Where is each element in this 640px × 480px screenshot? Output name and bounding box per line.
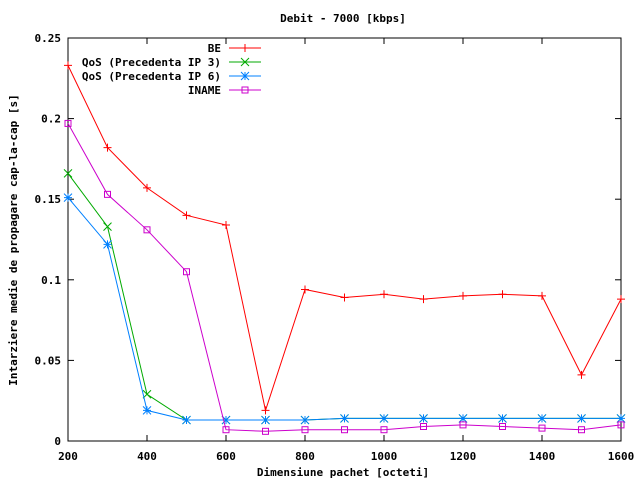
series-iname xyxy=(64,119,625,435)
data-point xyxy=(222,426,230,434)
data-point xyxy=(64,119,72,127)
y-tick-label: 0.25 xyxy=(35,32,62,45)
data-point xyxy=(459,421,467,429)
legend-label: QoS (Precedenta IP 6) xyxy=(82,70,221,83)
data-point xyxy=(578,426,585,434)
legend-label: QoS (Precedenta IP 3) xyxy=(82,56,221,69)
data-point xyxy=(261,406,270,415)
data-point xyxy=(63,169,73,178)
data-point xyxy=(63,193,73,202)
y-axis-label: Intarziere medie de propagare cap-la-cap… xyxy=(7,94,20,385)
data-point xyxy=(538,291,546,300)
data-point xyxy=(300,415,310,425)
data-point xyxy=(617,295,625,304)
data-point xyxy=(616,414,626,423)
data-point xyxy=(103,143,112,152)
data-point xyxy=(104,190,111,198)
data-point xyxy=(538,424,546,432)
data-point xyxy=(379,414,389,423)
x-tick-label: 1600 xyxy=(608,450,635,463)
data-point xyxy=(241,86,249,94)
data-point xyxy=(420,422,427,430)
data-point xyxy=(64,61,72,70)
data-point xyxy=(419,295,428,304)
x-tick-label: 1000 xyxy=(371,450,398,463)
y-tick-label: 0.2 xyxy=(41,113,61,126)
x-tick-label: 400 xyxy=(137,450,157,463)
series-layer xyxy=(63,61,626,435)
x-tick-label: 200 xyxy=(58,450,78,463)
data-point xyxy=(301,285,309,294)
y-tick-label: 0.05 xyxy=(35,354,62,367)
data-point xyxy=(182,211,191,220)
data-point xyxy=(458,414,468,423)
y-tick-label: 0.15 xyxy=(35,193,62,206)
series-be xyxy=(64,61,625,415)
data-point xyxy=(240,57,250,67)
data-point xyxy=(222,220,230,229)
data-point xyxy=(617,421,625,429)
data-point xyxy=(380,290,388,299)
x-tick-label: 600 xyxy=(216,450,236,463)
series-line xyxy=(67,65,622,413)
legend-label: BE xyxy=(208,42,221,55)
data-point xyxy=(301,426,309,434)
data-point xyxy=(143,183,151,192)
data-point xyxy=(341,426,348,434)
data-point xyxy=(498,290,507,299)
series-line xyxy=(67,197,621,421)
series-qos-precedenta-ip-6 xyxy=(63,193,626,425)
data-point xyxy=(499,422,506,430)
y-tick-label: 0 xyxy=(54,435,61,448)
data-point xyxy=(340,293,349,302)
data-point xyxy=(577,414,586,423)
y-tick-label: 0.1 xyxy=(41,274,61,287)
data-point xyxy=(459,291,467,300)
data-point xyxy=(103,222,112,231)
x-tick-label: 1200 xyxy=(450,450,477,463)
series-line xyxy=(67,123,622,432)
data-point xyxy=(262,427,269,435)
legend-label: INAME xyxy=(188,84,221,97)
data-point xyxy=(261,415,270,425)
x-tick-label: 1400 xyxy=(529,450,556,463)
data-point xyxy=(419,414,428,423)
data-point xyxy=(221,415,231,425)
data-point xyxy=(182,415,191,425)
x-tick-label: 800 xyxy=(295,450,315,463)
data-point xyxy=(103,239,112,249)
data-point xyxy=(142,406,152,415)
data-point xyxy=(340,414,349,423)
data-point xyxy=(537,414,547,423)
data-point xyxy=(143,226,151,234)
chart-title: Debit - 7000 [kbps] xyxy=(280,12,406,25)
data-point xyxy=(183,268,190,276)
data-point xyxy=(380,426,388,434)
data-point xyxy=(577,370,586,379)
data-point xyxy=(241,44,249,52)
axis-ticks: 200 400 600 800 1000 1200 1400 1600 0 0.05 0.1 0.15… xyxy=(35,32,635,463)
data-point xyxy=(498,414,507,423)
plot-frame xyxy=(67,37,622,442)
x-axis-label: Dimensiune pachet [octeti] xyxy=(257,466,429,479)
data-point xyxy=(240,71,250,81)
data-point xyxy=(142,389,152,399)
